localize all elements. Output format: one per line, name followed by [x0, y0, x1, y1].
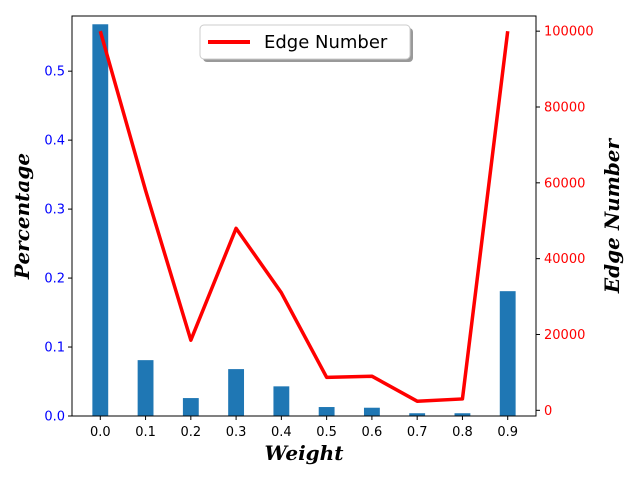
bar-0.0	[92, 24, 109, 417]
y2-axis-label: Edge Number	[600, 137, 624, 294]
line-edge-number	[98, 30, 510, 403]
bar-0.9	[499, 291, 516, 416]
y-tick-label: 0.5	[44, 65, 65, 80]
x-tick-label: 0.5	[316, 425, 337, 440]
bar-0.7	[409, 413, 426, 416]
bar-0.5	[318, 407, 335, 416]
x-axis-label: Weight	[265, 441, 345, 465]
bar-0.2	[182, 398, 199, 416]
y-tick-label: 0.4	[44, 134, 65, 149]
x-tick-label: 0.2	[180, 425, 201, 440]
y-tick-label: 0.3	[44, 203, 65, 218]
y-ticks: 0.0 0.1 0.2 0.3 0.4 0.5	[44, 65, 72, 425]
x-tick-label: 0.7	[407, 425, 428, 440]
x-tick-label: 0.4	[271, 425, 292, 440]
y2-ticks: 0 20000 40000 60000 80000 100000	[536, 25, 594, 419]
x-tick-label: 0.3	[226, 425, 247, 440]
bar-group	[92, 24, 516, 417]
y2-tick-label: 20000	[544, 328, 585, 343]
bar-0.3	[228, 369, 245, 416]
x-tick-label: 0.9	[497, 425, 518, 440]
x-tick-label: 0.1	[135, 425, 156, 440]
y2-tick-label: 80000	[544, 100, 585, 115]
x-tick-label: 0.0	[90, 425, 111, 440]
y2-tick-label: 0	[544, 404, 552, 419]
bar-0.4	[273, 386, 290, 416]
y2-tick-label: 100000	[544, 25, 594, 40]
y-tick-label: 0.0	[44, 410, 65, 425]
legend: Edge Number	[199, 24, 413, 62]
plot-frame	[71, 15, 537, 417]
x-ticks: 0.0 0.1 0.2 0.3 0.4 0.5 0.6 0.7 0.8 0.9	[90, 416, 518, 440]
x-tick-label: 0.6	[362, 425, 383, 440]
bar-0.8	[454, 413, 471, 416]
bar-0.1	[137, 360, 154, 416]
legend-box	[199, 24, 411, 60]
legend-label-edge-number: Edge Number	[264, 32, 388, 53]
y-tick-label: 0.2	[44, 272, 65, 287]
bar-0.6	[363, 407, 380, 416]
y2-tick-label: 40000	[544, 252, 585, 267]
y-tick-label: 0.1	[44, 341, 65, 356]
line-layer	[98, 30, 510, 403]
y-axis-label: Percentage	[10, 153, 34, 280]
y2-tick-label: 60000	[544, 176, 585, 191]
x-tick-label: 0.8	[452, 425, 473, 440]
